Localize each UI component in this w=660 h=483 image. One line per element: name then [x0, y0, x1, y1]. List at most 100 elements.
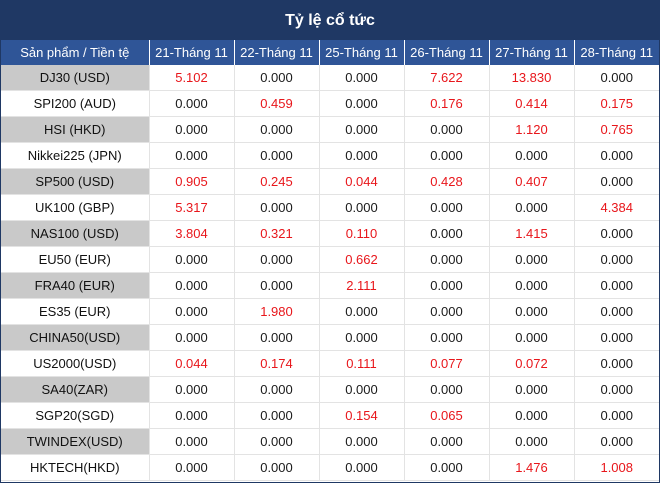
dividend-value-cell: 13.830 [489, 65, 575, 91]
dividend-value-cell: 0.000 [234, 428, 320, 455]
dividend-value-cell: 0.414 [489, 90, 575, 117]
dividend-value-cell: 0.000 [319, 454, 405, 481]
dividend-value-cell: 0.000 [404, 142, 490, 169]
dividend-value-cell: 0.044 [319, 168, 405, 195]
dividend-value-cell: 1.415 [489, 220, 575, 247]
dividend-value-cell: 1.120 [489, 116, 575, 143]
dividend-value-cell: 0.000 [574, 298, 659, 325]
dividend-value-cell: 0.000 [149, 402, 235, 429]
product-cell: ES35 (EUR) [1, 298, 150, 325]
dividend-value-cell: 0.000 [234, 324, 320, 351]
dividend-value-cell: 0.000 [234, 65, 320, 91]
product-cell: DJ30 (USD) [1, 65, 150, 91]
dividend-value-cell: 0.000 [574, 65, 659, 91]
table-row: SA40(ZAR) 0.000 0.000 0.000 0.000 0.000 0.000 [1, 376, 659, 403]
product-cell: HKTECH(HKD) [1, 454, 150, 481]
product-cell: SP500 (USD) [1, 168, 150, 195]
product-cell: CHINA50(USD) [1, 324, 150, 351]
dividend-value-cell: 0.000 [149, 454, 235, 481]
dividend-value-cell: 4.384 [574, 194, 659, 221]
product-cell: FRA40 (EUR) [1, 272, 150, 299]
dividend-value-cell: 0.000 [404, 376, 490, 403]
dividend-value-cell: 0.000 [149, 246, 235, 273]
dividend-value-cell: 0.662 [319, 246, 405, 273]
dividend-value-cell: 0.000 [574, 350, 659, 377]
dividend-value-cell: 0.000 [234, 272, 320, 299]
dividend-value-cell: 0.000 [319, 194, 405, 221]
dividend-value-cell: 0.000 [319, 142, 405, 169]
dividend-value-cell: 0.000 [574, 324, 659, 351]
dividend-value-cell: 0.000 [404, 428, 490, 455]
dividend-value-cell: 0.000 [404, 454, 490, 481]
dividend-value-cell: 0.000 [574, 402, 659, 429]
product-cell: US2000(USD) [1, 350, 150, 377]
dividend-value-cell: 0.459 [234, 90, 320, 117]
dividend-value-cell: 0.000 [319, 116, 405, 143]
dividend-value-cell: 1.980 [234, 298, 320, 325]
dividend-value-cell: 0.000 [574, 246, 659, 273]
dividend-value-cell: 0.065 [404, 402, 490, 429]
dividend-value-cell: 0.000 [489, 272, 575, 299]
column-header-date: 26-Tháng 11 [404, 40, 490, 65]
product-cell: UK100 (GBP) [1, 194, 150, 221]
dividend-value-cell: 0.000 [404, 194, 490, 221]
product-cell: TWINDEX(USD) [1, 428, 150, 455]
column-header-date: 22-Tháng 11 [234, 40, 320, 65]
dividend-value-cell: 0.111 [319, 350, 405, 377]
dividend-value-cell: 0.000 [574, 376, 659, 403]
dividend-value-cell: 0.428 [404, 168, 490, 195]
table-row: SPI200 (AUD) 0.000 0.459 0.000 0.176 0.414 0.1… [1, 90, 659, 117]
table-row: Nikkei225 (JPN) 0.000 0.000 0.000 0.000 0.000… [1, 142, 659, 169]
table-row: DJ30 (USD) 5.102 0.000 0.000 7.622 13.830 0.00… [1, 65, 659, 91]
dividend-value-cell: 0.000 [149, 90, 235, 117]
dividend-value-cell: 0.765 [574, 116, 659, 143]
dividend-value-cell: 0.000 [574, 428, 659, 455]
dividend-value-cell: 0.321 [234, 220, 320, 247]
column-header-date: 27-Tháng 11 [489, 40, 575, 65]
dividend-value-cell: 0.000 [574, 272, 659, 299]
dividend-value-cell: 0.176 [404, 90, 490, 117]
dividend-value-cell: 0.000 [489, 324, 575, 351]
dividend-value-cell: 0.000 [234, 142, 320, 169]
dividend-value-cell: 0.000 [149, 376, 235, 403]
dividend-value-cell: 0.000 [234, 246, 320, 273]
column-header-product: Sản phẩm / Tiền tệ [1, 40, 150, 65]
dividend-value-cell: 0.000 [489, 428, 575, 455]
dividend-value-cell: 0.245 [234, 168, 320, 195]
dividend-value-cell: 0.000 [319, 376, 405, 403]
table-row: HKTECH(HKD) 0.000 0.000 0.000 0.000 1.476 1.00… [1, 454, 659, 481]
product-cell: EU50 (EUR) [1, 246, 150, 273]
dividend-value-cell: 0.000 [319, 90, 405, 117]
table-row: CHINA50(USD) 0.000 0.000 0.000 0.000 0.000 0.0… [1, 324, 659, 351]
table-body: DJ30 (USD) 5.102 0.000 0.000 7.622 13.830 0.00… [1, 65, 659, 481]
dividend-value-cell: 0.000 [149, 142, 235, 169]
dividend-value-cell: 0.000 [234, 454, 320, 481]
dividend-value-cell: 0.000 [404, 220, 490, 247]
dividend-value-cell: 0.000 [404, 272, 490, 299]
dividend-value-cell: 3.804 [149, 220, 235, 247]
dividend-value-cell: 0.000 [319, 324, 405, 351]
dividend-value-cell: 0.000 [234, 194, 320, 221]
dividend-value-cell: 0.000 [319, 298, 405, 325]
dividend-value-cell: 5.102 [149, 65, 235, 91]
dividend-value-cell: 0.000 [489, 142, 575, 169]
column-header-date: 28-Tháng 11 [574, 40, 659, 65]
dividend-value-cell: 0.175 [574, 90, 659, 117]
dividend-value-cell: 1.008 [574, 454, 659, 481]
dividend-value-cell: 0.000 [574, 142, 659, 169]
dividend-value-cell: 0.000 [574, 168, 659, 195]
dividend-value-cell: 0.174 [234, 350, 320, 377]
dividend-value-cell: 0.000 [234, 376, 320, 403]
dividend-value-cell: 0.000 [404, 116, 490, 143]
dividend-value-cell: 0.000 [489, 402, 575, 429]
dividend-value-cell: 2.111 [319, 272, 405, 299]
table-row: NAS100 (USD) 3.804 0.321 0.110 0.000 1.415 0.0… [1, 220, 659, 247]
dividend-value-cell: 7.622 [404, 65, 490, 91]
dividend-value-cell: 0.000 [234, 116, 320, 143]
dividend-value-cell: 0.000 [489, 298, 575, 325]
product-cell: SPI200 (AUD) [1, 90, 150, 117]
dividend-value-cell: 0.000 [319, 428, 405, 455]
table-row: TWINDEX(USD) 0.000 0.000 0.000 0.000 0.000 0.0… [1, 428, 659, 455]
product-cell: SA40(ZAR) [1, 376, 150, 403]
